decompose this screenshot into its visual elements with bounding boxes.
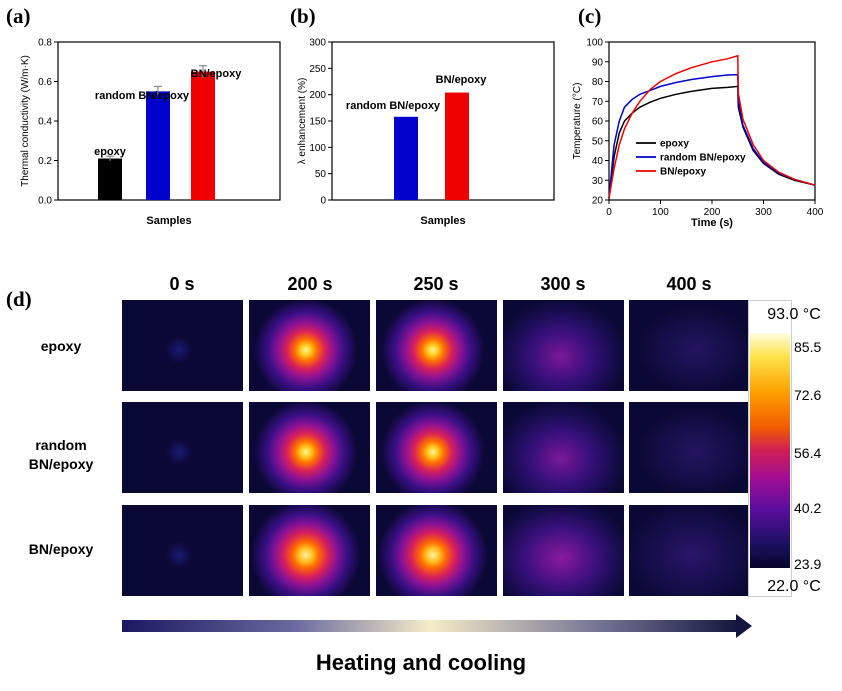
chart-c-xtick-label: 300 <box>755 207 772 218</box>
colorbar-tick-40: 40.2 <box>794 500 822 516</box>
time-label-200s: 200 s <box>287 274 333 294</box>
chart-b-data-label: BN/epoxy <box>436 74 488 86</box>
chart-c-ytick-label: 100 <box>586 38 603 49</box>
chart-c-series-line <box>608 54 816 199</box>
chart-b-ytick-label: 50 <box>315 169 327 180</box>
thermal-image-random-bn-epoxy-200s <box>249 402 370 493</box>
chart-c-xtick-label: 200 <box>704 207 721 218</box>
chart-b-data-label: random BN/epoxy <box>346 100 441 112</box>
chart-a-data-label: epoxy <box>94 146 127 158</box>
chart-b-frame <box>331 41 555 201</box>
chart-b-ytick-label: 200 <box>309 90 326 101</box>
thermal-image-bn-epoxy-300s <box>503 505 624 596</box>
chart-c-legend-label: random BN/epoxy <box>660 153 746 164</box>
chart-a-ytick-label: 0.2 <box>38 156 52 167</box>
colorbar-tick-85: 85.5 <box>794 339 822 355</box>
chart-a-ylabel: Thermal conductivity (W/m·K) <box>20 55 31 187</box>
thermal-image-random-bn-epoxy-250s <box>376 402 497 493</box>
chart-c-ytick-label: 70 <box>592 97 604 108</box>
chart-c-ytick-label: 60 <box>592 117 604 128</box>
chart-b-ytick-label: 300 <box>309 38 326 49</box>
chart-c-ytick-label: 30 <box>592 176 604 187</box>
chart-a-ytick-label: 0.6 <box>38 77 52 88</box>
chart-b-xlabel: Samples <box>420 215 465 227</box>
chart-b-ytick-label: 150 <box>309 117 326 128</box>
chart-a-data-label: random BN/epoxy <box>95 90 190 102</box>
heating-cooling-arrow-bar <box>122 620 738 632</box>
heating-cooling-arrow-head <box>736 614 752 638</box>
thermal-image-random-bn-epoxy-0s <box>122 402 243 493</box>
chart-c-temperature-vs-time: 20 30 40 50 60 70 80 90 100 0 100 200 300 400 epoxy ran… <box>572 38 824 230</box>
thermal-image-epoxy-300s <box>503 300 624 391</box>
chart-c-xtick-label: 0 <box>606 207 612 218</box>
chart-a-data-label: BN/epoxy <box>191 68 243 80</box>
chart-a-bar <box>98 158 122 200</box>
thermal-image-epoxy-250s <box>376 300 497 391</box>
thermal-image-bn-epoxy-200s <box>249 505 370 596</box>
sample-label-epoxy: epoxy <box>6 337 116 356</box>
chart-a-bar <box>191 71 215 200</box>
thermal-image-epoxy-200s <box>249 300 370 391</box>
time-label-400s: 400 s <box>666 274 712 294</box>
sample-label-epoxy-line1: epoxy <box>40 338 82 354</box>
chart-c-ytick-label: 80 <box>592 77 604 88</box>
chart-b-ytick-label: 250 <box>309 64 326 75</box>
chart-a-ytick-label: 0.0 <box>38 196 52 207</box>
chart-c-ytick-label: 20 <box>592 196 604 207</box>
sample-label-bn: BN/epoxy <box>6 540 116 559</box>
chart-b-ytick-label: 100 <box>309 143 326 154</box>
sample-label-bn-line1: BN/epoxy <box>28 541 94 557</box>
chart-a-ytick-label: 0.8 <box>38 38 52 49</box>
chart-c-ylabel: Temperature (°C) <box>572 83 583 160</box>
chart-c-ytick-label: 40 <box>592 156 604 167</box>
thermal-image-epoxy-400s <box>629 300 750 391</box>
colorbar-tick-72: 72.6 <box>794 387 822 403</box>
sample-label-random-line2: BN/epoxy <box>28 456 94 472</box>
thermal-image-bn-epoxy-0s <box>122 505 243 596</box>
chart-b-ylabel: λ enhancement (%) <box>297 78 308 165</box>
chart-a-thermal-conductivity: 0.0 0.2 0.4 0.6 0.8 epoxy random BN/epoxyBN/ep… <box>20 38 281 227</box>
chart-c-xtick-label: 100 <box>652 207 669 218</box>
chart-c-xlabel: Time (s) <box>691 217 733 229</box>
chart-b-ytick-label: 0 <box>320 196 326 207</box>
chart-b-bar <box>445 92 469 200</box>
colorbar-min: 22.0 °C <box>767 578 821 595</box>
chart-b-bar <box>394 116 418 200</box>
chart-c-legend-label: BN/epoxy <box>660 167 707 178</box>
colorbar-gradient <box>750 333 790 568</box>
panel-label-b: (b) <box>290 4 316 28</box>
colorbar-tick-23: 23.9 <box>794 556 822 572</box>
footer-label: Heating and cooling <box>315 650 527 675</box>
panel-label-a: (a) <box>6 4 31 28</box>
time-label-250s: 250 s <box>413 274 459 294</box>
chart-b-enhancement: 0 50 100 150 200 250 300 random BN/epoxy BN/epox… <box>297 38 555 227</box>
thermal-image-random-bn-epoxy-300s <box>503 402 624 493</box>
chart-a-ytick-label: 0.4 <box>38 117 52 128</box>
thermal-image-bn-epoxy-400s <box>629 505 750 596</box>
sample-label-random-line1: random <box>35 437 87 453</box>
panel-label-d: (d) <box>6 287 32 311</box>
thermal-image-random-bn-epoxy-400s <box>629 402 750 493</box>
chart-c-ytick-label: 50 <box>592 136 604 147</box>
colorbar-max: 93.0 °C <box>767 306 821 323</box>
panel-label-c: (c) <box>578 4 602 28</box>
time-label-300s: 300 s <box>540 274 586 294</box>
time-label-0s: 0 s <box>169 274 195 294</box>
colorbar-tick-56: 56.4 <box>794 445 822 461</box>
chart-c-xtick-label: 400 <box>807 207 824 218</box>
thermal-image-bn-epoxy-250s <box>376 505 497 596</box>
chart-a-xlabel: Samples <box>146 215 191 227</box>
thermal-image-epoxy-0s <box>122 300 243 391</box>
chart-a-bar <box>146 91 170 200</box>
chart-c-ytick-label: 90 <box>592 57 604 68</box>
chart-c-series-line <box>608 73 816 199</box>
sample-label-random: random BN/epoxy <box>6 436 116 474</box>
chart-c-legend-label: epoxy <box>660 139 689 150</box>
